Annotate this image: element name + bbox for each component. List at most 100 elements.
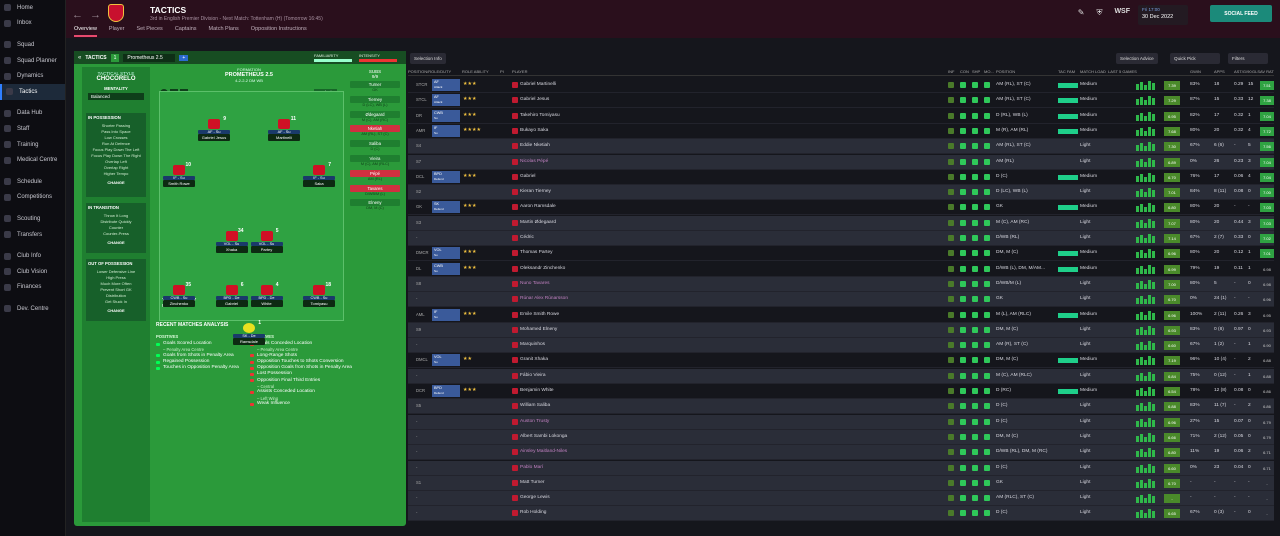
tab-set-pieces[interactable]: Set Pieces xyxy=(136,26,163,32)
sub-player[interactable]: Elneny DM, M (C) xyxy=(346,199,404,214)
sidebar-item-inbox[interactable]: Inbox xyxy=(0,16,65,32)
player-role[interactable]: IF - Su xyxy=(303,176,335,180)
shield-icon[interactable]: ⛨ xyxy=(1096,8,1103,17)
add-tactic-icon[interactable]: + xyxy=(179,54,189,61)
position-slot[interactable]: S8 xyxy=(416,280,422,286)
position-slot[interactable]: S7 xyxy=(416,158,422,164)
player-role[interactable]: VOL - Su xyxy=(215,242,248,246)
position-slot[interactable]: - xyxy=(416,510,418,516)
sidebar-item-finances[interactable]: Finances xyxy=(0,280,65,296)
player-name[interactable]: Bukayo Saka xyxy=(520,127,549,133)
position-slot[interactable]: S9 xyxy=(416,326,422,332)
player-name[interactable]: Thomas Partey xyxy=(520,250,553,256)
column-header[interactable]: AV RAT xyxy=(1260,69,1274,74)
table-row[interactable]: - Marquinhos AM (R), ST (C) Light 6.60 67% 1 (… xyxy=(408,338,1274,354)
in-transition-box[interactable]: IN TRANSITION Throw It Long Distribute Qui… xyxy=(86,203,146,253)
column-header[interactable]: AST/G/90 xyxy=(1234,69,1252,74)
sidebar-item-schedule[interactable]: Schedule xyxy=(0,174,65,190)
position-slot[interactable]: - xyxy=(416,433,418,439)
sub-player[interactable]: Turner GK xyxy=(346,81,404,96)
column-header[interactable]: POSITION/ROLE/DUTY xyxy=(408,69,452,74)
pitch-player[interactable]: 35 CWB - Su Zinchenko xyxy=(163,282,195,307)
position-slot[interactable]: - xyxy=(416,235,418,240)
formation-name[interactable]: PROMETHEUS 2.5 xyxy=(225,72,273,78)
player-name[interactable]: Ainsley Maitland-Niles xyxy=(520,449,568,455)
sub-player[interactable]: Pépé AM (RL) xyxy=(346,169,404,185)
sub-player[interactable]: Tavares D/WB/M (L) xyxy=(346,184,404,200)
sub-player[interactable]: Ødegaard M (C), AM (RC) xyxy=(346,110,404,126)
quick-pick-button[interactable]: Quick Pick xyxy=(1170,53,1220,64)
table-row[interactable]: S1 Matt Turner GK Light 6.70 - - - - - xyxy=(408,475,1274,491)
in-transition-change-link[interactable]: CHANGE xyxy=(107,240,125,245)
role-duty-select[interactable]: SK Defend xyxy=(432,201,460,214)
table-row[interactable]: - Auston Trusty D (C) Light 6.96 27% 15 0.07 0 6.… xyxy=(408,414,1274,430)
tab-player[interactable]: Player xyxy=(108,26,125,32)
role-duty-select[interactable]: BPD Defend xyxy=(432,170,460,183)
player-role[interactable]: CWB - Su xyxy=(303,296,335,300)
player-name[interactable]: Rúnar Alex Rúnarsson xyxy=(520,296,568,302)
pitch-player[interactable]: 11 AF - Su Martinelli xyxy=(268,116,300,141)
player-name[interactable]: Kieran Tierney xyxy=(520,189,551,195)
sidebar-item-squad[interactable]: Squad xyxy=(0,37,65,53)
column-header[interactable]: SHP xyxy=(972,69,981,74)
player-name[interactable]: Gabriel xyxy=(520,173,536,179)
table-row[interactable]: DMCL VOL Su ★★ Granit Xhaka DM, M (C) Medium 7.… xyxy=(408,353,1274,369)
table-row[interactable]: STCL AF Attack ★★★ Gabriel Jesus AM (RL), ST … xyxy=(408,93,1274,109)
player-role[interactable]: IF - Su xyxy=(163,176,195,180)
position-slot[interactable]: S2 xyxy=(416,189,422,195)
position-slot[interactable]: AML xyxy=(416,311,425,317)
sidebar-item-transfers[interactable]: Transfers xyxy=(0,227,65,243)
forward-arrow-icon[interactable]: → xyxy=(90,9,101,21)
table-row[interactable]: - Pablo Marí D (C) Light 6.60 0% 23 0.04 0 6.71 xyxy=(408,460,1274,476)
column-header[interactable]: PLAYER xyxy=(512,69,528,74)
player-name[interactable]: Martin Ødegaard xyxy=(520,219,556,225)
player-name[interactable]: Mohamed Elneny xyxy=(520,326,558,332)
player-name[interactable]: Albert Sambi Lokonga xyxy=(520,433,568,439)
team-logo[interactable]: WSF xyxy=(1114,8,1130,15)
player-name[interactable]: Emile Smith Rowe xyxy=(520,311,560,317)
edit-icon[interactable]: ✎ xyxy=(1077,8,1085,17)
pitch-player[interactable]: 7 IF - Su Saka xyxy=(303,162,335,187)
out-of-possession-box[interactable]: OUT OF POSSESSION Lower Defensive Line Hig… xyxy=(86,259,146,321)
style-name[interactable]: CHOCORELO xyxy=(96,76,136,82)
in-possession-change-link[interactable]: CHANGE xyxy=(107,180,125,185)
table-row[interactable]: - Rúnar Alex Rúnarsson GK Light 6.70 0% 24 (1)… xyxy=(408,292,1274,308)
pitch-player[interactable]: 9 AF - Su Gabriel Jesus xyxy=(198,116,230,141)
table-row[interactable]: DL CWB Su ★★★ Oleksandr Zinchenko D/WB (L), D… xyxy=(408,262,1274,277)
column-header[interactable]: ROLE ABILITY xyxy=(462,69,489,74)
sidebar-item-medical-centre[interactable]: Medical Centre xyxy=(0,152,65,168)
column-header[interactable]: POSITION xyxy=(996,69,1016,74)
selection-info-button[interactable]: Selection Info xyxy=(410,53,446,64)
player-role[interactable]: AF - Su xyxy=(268,130,300,134)
player-name[interactable]: Cédric xyxy=(520,235,534,240)
player-role[interactable]: BPD - De xyxy=(250,296,283,300)
position-slot[interactable]: STCL xyxy=(416,97,427,103)
selection-advice-button[interactable]: Selection Advice xyxy=(1116,53,1158,64)
column-header[interactable]: CON xyxy=(960,69,969,74)
player-name[interactable]: Gabriel Martinelli xyxy=(520,82,556,87)
position-slot[interactable]: DCR xyxy=(416,388,426,393)
table-row[interactable]: - Albert Sambi Lokonga DM, M (C) Light 6.66 7… xyxy=(408,429,1274,445)
table-row[interactable]: - George Lewis AM (RLC), ST (C) Light - - - - - - xyxy=(408,491,1274,507)
player-role[interactable]: AF - Su xyxy=(198,130,230,134)
table-row[interactable]: DCL BPD Defend ★★★ Gabriel D (C) Medium 6.70 76%… xyxy=(408,170,1274,185)
pitch-player[interactable]: 18 CWB - Su Tomiyasu xyxy=(303,282,335,307)
role-duty-select[interactable]: CWB Su xyxy=(432,109,460,122)
player-name[interactable]: Takehiro Tomiyasu xyxy=(520,112,560,118)
role-duty-select[interactable]: VOL Su xyxy=(432,247,460,260)
player-name[interactable]: Marquinhos xyxy=(520,342,546,348)
position-slot[interactable]: GK xyxy=(416,204,423,210)
pitch-player[interactable]: 5 VOL - Su Partey xyxy=(250,228,283,253)
table-row[interactable]: AML IF Su ★★★ Emile Smith Rowe M (L), AM (RLC… xyxy=(408,308,1274,323)
position-slot[interactable]: DMCR xyxy=(416,250,429,256)
table-row[interactable]: S3 Martin Ødegaard M (C), AM (RC) Light 7.07… xyxy=(408,215,1274,231)
position-slot[interactable]: STCR xyxy=(416,82,428,87)
position-slot[interactable]: AMR xyxy=(416,127,426,133)
position-slot[interactable]: S4 xyxy=(416,143,422,149)
column-header[interactable]: INF xyxy=(948,69,955,74)
table-row[interactable]: - Ainsley Maitland-Niles D/WB (RL), DM, M … xyxy=(408,445,1274,461)
position-slot[interactable]: DL xyxy=(416,265,422,271)
tactic-name-select[interactable]: Prometheus 2.5 xyxy=(123,53,176,62)
sidebar-item-club-vision[interactable]: Club Vision xyxy=(0,264,65,280)
table-row[interactable]: S2 Kieran Tierney D (LC), WB (L) Light 7.01 8… xyxy=(408,185,1274,201)
